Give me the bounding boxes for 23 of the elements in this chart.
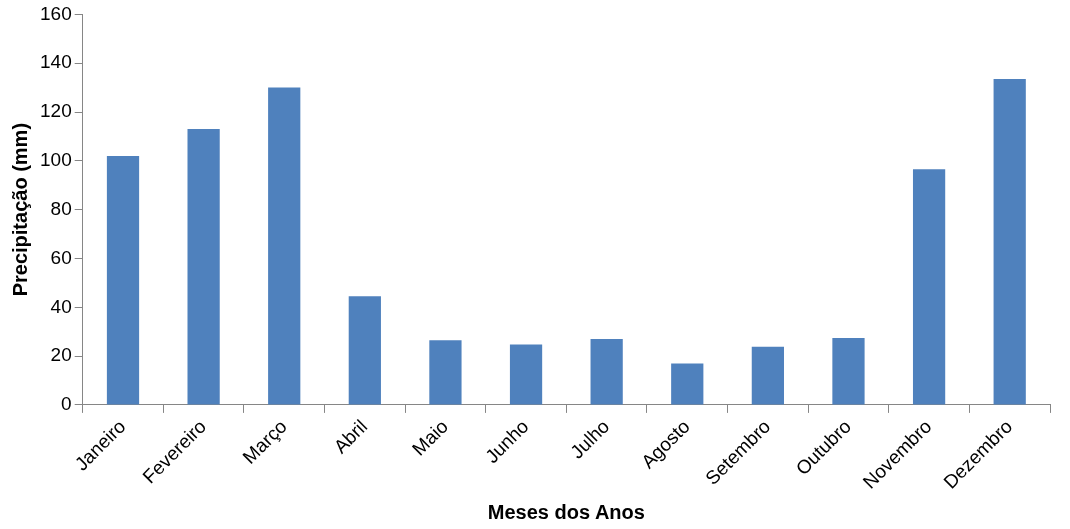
bar	[187, 129, 220, 405]
y-tick-label: 140	[40, 51, 72, 73]
bar	[348, 296, 381, 405]
bar	[993, 79, 1026, 405]
y-tick-label: 120	[40, 100, 72, 122]
bar	[671, 363, 704, 405]
x-axis-title: Meses dos Anos	[487, 500, 645, 523]
y-tick-label: 60	[50, 246, 72, 268]
bar	[832, 338, 865, 405]
bar	[912, 169, 946, 405]
bar	[509, 344, 543, 405]
y-tick-label: 160	[40, 2, 72, 24]
y-tick-label: 20	[50, 344, 72, 366]
bar	[268, 87, 301, 405]
y-tick-label: 40	[50, 295, 72, 317]
y-tick-label: 100	[40, 149, 72, 171]
bar	[106, 155, 140, 405]
bar	[429, 340, 462, 405]
y-axis-title: Precipitação (mm)	[8, 122, 31, 297]
y-tick-label: 0	[61, 393, 72, 415]
y-tick-label: 80	[50, 197, 72, 219]
bar	[751, 346, 784, 405]
bar	[590, 339, 623, 405]
